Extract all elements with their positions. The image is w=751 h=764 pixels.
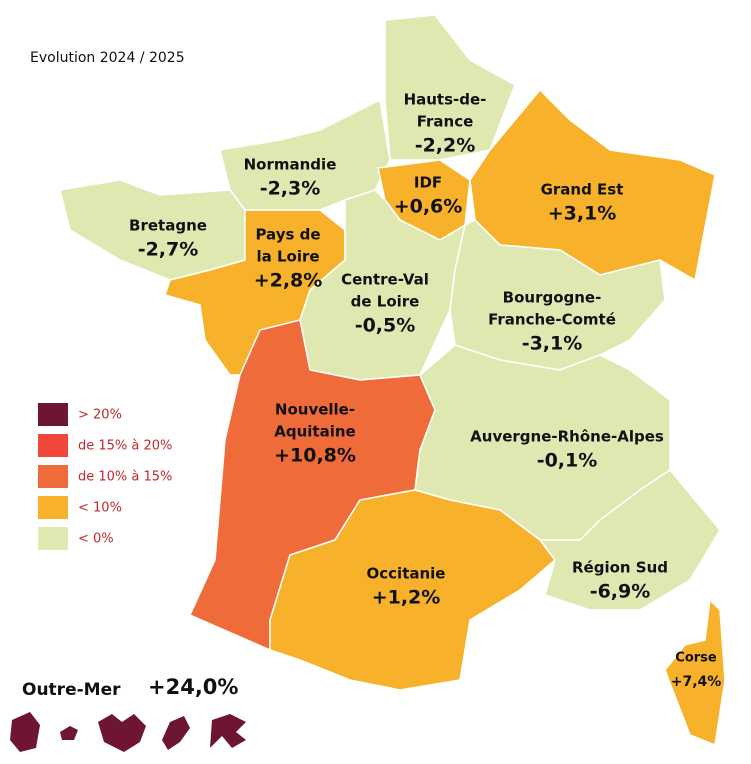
region-name: Franche-Comté [488,311,616,329]
region-name: Normandie [244,156,337,174]
region-name: Occitanie [367,565,446,583]
region-name: Bourgogne- [503,289,602,307]
region-name: Nouvelle- [275,401,355,419]
region-name: Centre-Val [341,271,429,289]
region-shape [449,219,666,371]
map-title: Evolution 2024 / 2025 [30,50,185,66]
legend-label: de 10% à 15% [78,470,172,485]
region-name: Grand Est [541,181,624,199]
region-shape [538,469,721,611]
region-value: -2,3% [260,178,321,200]
region-value: -6,9% [590,581,651,603]
outre-mer-shape [162,716,190,750]
region-value: +3,1% [548,203,617,225]
outre-mer-shape [60,726,78,740]
region-value: +10,8% [274,445,356,467]
legend-swatch [38,434,68,457]
region-value: +1,2% [372,587,441,609]
legend-label: < 10% [78,501,122,516]
outre-mer-shape [210,714,246,748]
region-shape [664,598,726,747]
region-value: -3,1% [522,333,583,355]
region-name: France [417,113,474,131]
region-value: -2,7% [138,239,199,261]
outre-mer-shape [10,712,40,752]
region-name: Corse [675,651,717,666]
region-name: IDF [414,174,442,192]
region-name: Bretagne [129,217,207,235]
legend-label: > 20% [78,408,122,423]
region-value: +0,6% [394,196,463,218]
region-value: +2,8% [254,270,323,292]
region-value: -0,1% [537,450,598,472]
region-name: Aquitaine [274,423,355,441]
legend-swatch [38,403,68,426]
region-name: Hauts-de- [404,91,487,109]
region-name: de Loire [351,293,420,311]
legend-swatch [38,496,68,519]
legend-swatch [38,465,68,488]
outre-mer-value: +24,0% [148,675,238,699]
legend-label: de 15% à 20% [78,439,172,454]
region-shape [263,189,467,381]
region-name: Région Sud [572,559,668,577]
region-name: Auvergne-Rhône-Alpes [470,428,664,446]
region-name: la Loire [256,248,319,266]
region-value: +7,4% [671,674,722,690]
legend-swatch [38,527,68,550]
legend-label: < 0% [78,532,114,547]
outre-mer-name: Outre-Mer [22,680,121,700]
region-value: -0,5% [355,315,416,337]
region-name: Pays de [255,226,320,244]
region-value: -2,2% [415,135,476,157]
outre-mer-shape [98,714,146,752]
